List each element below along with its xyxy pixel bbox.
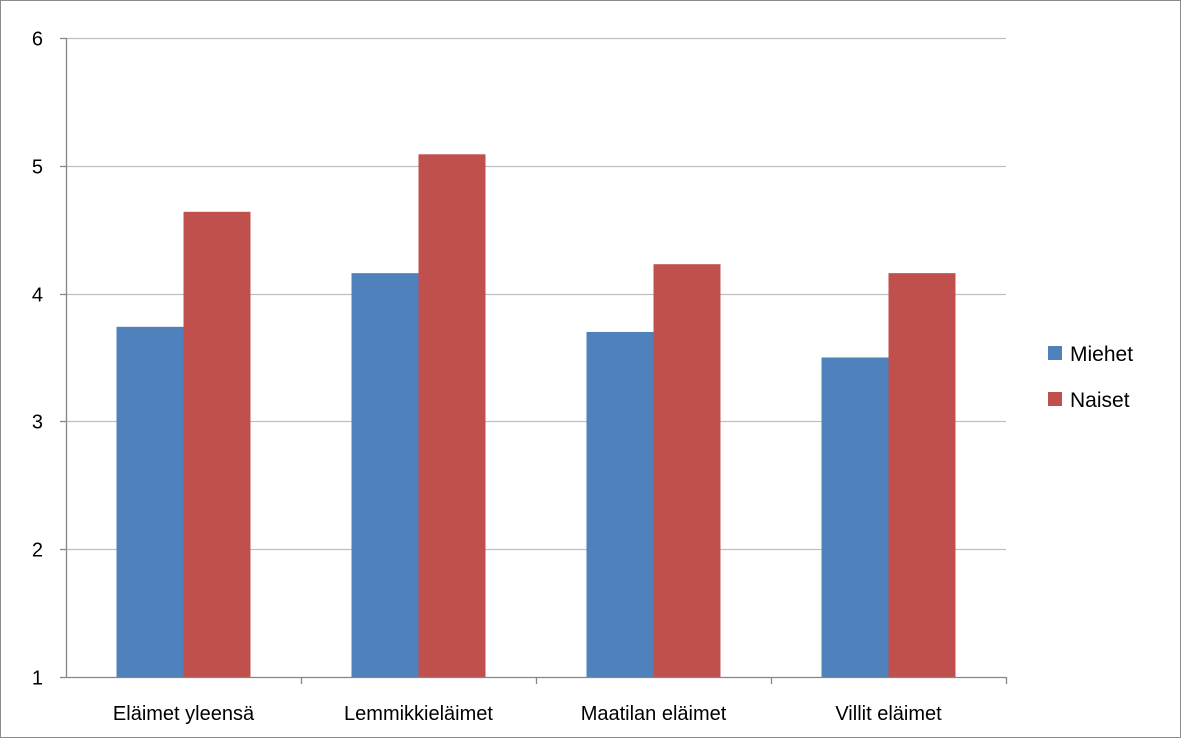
legend-swatch-miehet <box>1048 346 1062 360</box>
x-category-label: Lemmikkieläimet <box>344 703 493 725</box>
legend: Miehet Naiset <box>1048 343 1133 412</box>
bars <box>116 154 956 678</box>
bar-naiset-3 <box>888 273 956 677</box>
x-category-label: Villit eläimet <box>835 703 942 725</box>
x-category-label: Maatilan eläimet <box>581 703 727 725</box>
legend-swatch-naiset <box>1048 392 1062 406</box>
legend-label-naiset: Naiset <box>1070 389 1130 412</box>
axis-labels: 1 2 3 4 5 6 Eläimet yleensä Lemmikkieläimet Maat… <box>32 29 942 726</box>
bar-naiset-1 <box>418 154 486 678</box>
bar-miehet-3 <box>821 357 889 677</box>
bar-miehet-0 <box>116 326 184 677</box>
bar-miehet-2 <box>586 331 654 677</box>
y-tick-label: 3 <box>32 412 43 434</box>
bar-miehet-1 <box>351 273 419 677</box>
y-tick-label: 2 <box>32 540 43 562</box>
bar-naiset-0 <box>183 211 251 678</box>
y-tick-label: 4 <box>32 285 43 307</box>
x-category-label: Eläimet yleensä <box>113 703 255 725</box>
bar-naiset-2 <box>653 264 721 677</box>
legend-label-miehet: Miehet <box>1070 343 1133 366</box>
y-tick-label: 5 <box>32 157 43 179</box>
axes <box>60 37 1008 684</box>
y-tick-label: 6 <box>32 29 43 51</box>
y-tick-label: 1 <box>32 668 43 690</box>
